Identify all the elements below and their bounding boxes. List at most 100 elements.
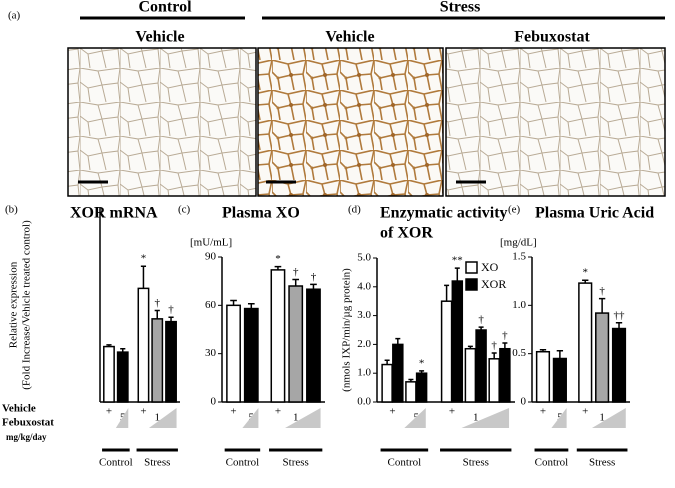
micrograph [257,47,444,197]
y-tick-label: 60 [205,299,217,311]
micrograph [67,47,257,197]
error-bar [106,344,112,347]
error-bar [292,278,300,286]
error-bar [539,349,547,352]
dose-wedge [115,408,129,428]
bar [381,363,393,403]
annotation: † [154,297,160,309]
error-bar [491,352,497,359]
y-tick-label: 1.0 [357,367,371,379]
error-bar [467,345,473,349]
bar [611,327,627,403]
column-header: Vehicle [135,29,184,46]
y-axis-label: Relative expression [8,261,20,348]
x-tick-label: + [582,406,588,418]
row-label: Febuxostat [2,417,54,429]
dose-wedge [591,408,626,428]
group-label: Control [99,457,133,469]
x-tick-label: + [275,406,281,418]
y-tick-label: 0.0 [357,396,371,408]
group-label: Stress [283,457,309,469]
dose-wedge [285,408,321,428]
x-tick-label: + [106,406,112,418]
error-bar [408,378,414,382]
error-bar [395,337,401,345]
bar [595,312,610,403]
x-tick-label: + [389,406,395,418]
panel-label: (a) [8,10,21,22]
annotation: * [582,267,588,279]
legend-label: XOR [481,277,506,291]
y-tick-label: 0 [521,396,527,408]
bar [405,381,417,403]
y-tick-label: 90 [205,251,217,263]
annotation: † [478,314,484,326]
error-bar [310,283,317,290]
group-label: Control [226,457,260,469]
row-label: Vehicle [2,403,36,415]
bar [270,269,286,403]
bar [464,347,477,403]
bar [488,358,500,403]
y-tick-label: 1.0 [512,299,526,311]
group-label: Control [535,457,569,469]
error-bar [582,279,589,284]
dose-wedge [148,408,177,428]
bar [440,300,453,403]
y-tick-label: 4.0 [357,280,371,292]
x-tick-label: + [449,406,455,418]
group-label: Control [388,457,422,469]
error-bar [419,370,425,374]
annotation: † [502,329,508,341]
y-tick-label: 5.0 [357,252,371,264]
panel-label: (c) [178,204,191,216]
dose-wedge [404,408,426,428]
x-tick-label: + [540,406,546,418]
chart-title: Enzymatic activity [380,205,508,222]
bar [499,347,511,403]
y-tick-label: 1.5 [512,251,526,263]
error-bar [230,299,237,306]
error-bar [615,321,623,329]
group-header: Control [138,0,192,16]
annotation: * [419,357,425,369]
bar [165,320,177,403]
chart-title: Plasma XO [222,205,300,222]
chart-title: Plasma Uric Acid [535,205,654,222]
x-tick-label: 1 [293,412,299,424]
column-header: Febuxostat [514,29,590,46]
error-bar [140,265,147,289]
error-bar [444,284,450,302]
x-tick-label: 1 [473,412,479,424]
group-label: Stress [589,457,615,469]
annotation: ** [452,255,463,267]
column-header: Vehicle [325,29,374,46]
annotation: † [599,285,605,297]
panel-label: (d) [348,204,361,216]
group-header: Stress [440,0,481,16]
y-axis-label: (Fold Increase/Vehicle treated control) [21,220,33,390]
error-bar [502,342,508,349]
y-tick-label: 0.5 [512,347,526,359]
annotation: * [141,253,147,265]
error-bar [454,267,460,282]
y-tick-label: 2.0 [357,338,371,350]
dose-wedge [551,408,567,428]
error-bar [247,302,255,309]
x-tick-label: 1 [599,412,605,424]
bar [475,329,487,403]
bar [392,343,404,403]
dose-wedge [242,408,259,428]
annotation: † [168,304,174,316]
annotation: † [293,266,299,278]
error-bar [274,265,282,270]
micrograph [445,47,666,197]
y-tick-label: 30 [205,347,217,359]
unit-label: [mg/dL] [500,237,537,249]
error-bar [154,309,160,319]
error-bar [556,350,564,359]
chart-title: of XOR [380,225,433,242]
annotation: * [275,253,281,265]
